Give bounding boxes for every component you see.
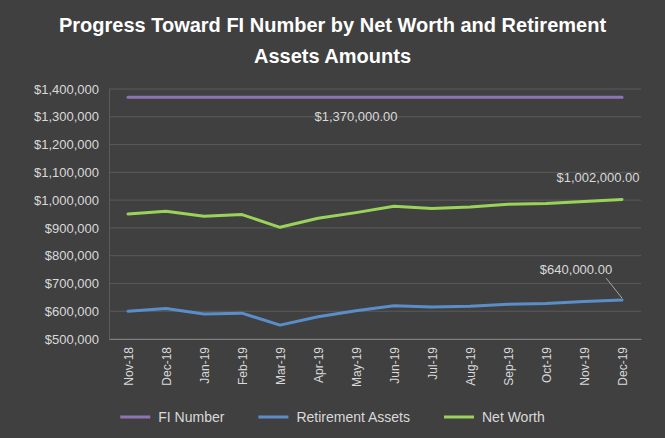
tick: May-19	[350, 339, 364, 387]
tick: Jul-19	[426, 339, 440, 380]
grid-line	[109, 89, 641, 90]
tick-label: Nov-18	[122, 347, 136, 386]
tick: $1,200,000	[34, 137, 109, 152]
axis-line	[109, 90, 110, 340]
tick: Nov-19	[578, 339, 592, 386]
legend-item: Retirement Assets	[258, 409, 410, 425]
tick: $700,000	[45, 276, 109, 291]
data-label: $640,000.00	[540, 262, 612, 277]
tick: $600,000	[45, 304, 109, 319]
tick-label: $1,100,000	[34, 165, 99, 180]
tick: $1,400,000	[34, 82, 109, 97]
tick: Mar-19	[274, 339, 288, 385]
tick: Apr-19	[312, 339, 326, 383]
plot-lines	[128, 97, 622, 325]
tick-label: $700,000	[45, 276, 99, 291]
tick: Feb-19	[236, 339, 250, 385]
tick-label: $900,000	[45, 221, 99, 236]
tick-label: $1,200,000	[34, 137, 99, 152]
tick-label: Apr-19	[312, 347, 326, 383]
grid	[109, 89, 641, 339]
tick: Sep-19	[502, 339, 516, 386]
legend-label: Retirement Assets	[296, 409, 410, 425]
tick: $1,000,000	[34, 193, 109, 208]
grid-line	[109, 339, 641, 340]
grid-line	[109, 255, 641, 256]
tick-label: Sep-19	[502, 347, 516, 386]
tick-label: Jan-19	[198, 347, 212, 384]
series-line	[128, 96, 622, 99]
tick: Nov-18	[122, 339, 136, 386]
data-label: $1,370,000.00	[314, 109, 397, 124]
tick-label: Mar-19	[274, 347, 288, 385]
tick-label: $500,000	[45, 332, 99, 347]
tick: Oct-19	[540, 339, 554, 383]
legend: FI Number Retirement Assets Net Worth	[120, 409, 545, 425]
data-labels: $1,370,000.00 $640,000.00 $1,002,000.00	[314, 109, 639, 298]
x-axis: Nov-18 Dec-18 Jan-19 Feb-19 Mar-19 Apr-19 May-…	[110, 339, 642, 387]
tick-label: $600,000	[45, 304, 99, 319]
tick-label: $1,400,000	[34, 82, 99, 97]
tick-label: Dec-18	[160, 347, 174, 386]
legend-item: FI Number	[120, 409, 224, 425]
tick-label: Nov-19	[578, 347, 592, 386]
legend-item: Net Worth	[444, 409, 545, 425]
chart-container: Progress Toward FI Number by Net Worth a…	[0, 0, 665, 438]
tick: Aug-19	[464, 339, 478, 386]
tick: $1,300,000	[34, 109, 109, 124]
tick-label: $1,000,000	[34, 193, 99, 208]
tick-label: May-19	[350, 347, 364, 387]
tick: Dec-19	[616, 339, 630, 386]
axis-line	[110, 339, 642, 340]
legend-swatch	[120, 416, 150, 419]
legend-label: Net Worth	[482, 409, 545, 425]
tick: Jun-19	[388, 339, 402, 384]
tick-label: Feb-19	[236, 347, 250, 385]
grid-line	[109, 283, 641, 284]
tick-label: Dec-19	[616, 347, 630, 386]
tick: Jan-19	[198, 339, 212, 384]
grid-line	[109, 144, 641, 145]
legend-swatch	[258, 416, 288, 419]
series-line	[128, 200, 622, 228]
tick-label: $800,000	[45, 248, 99, 263]
y-axis: $500,000 $600,000 $700,000 $800,000 $900,000…	[34, 82, 110, 347]
grid-line	[109, 227, 641, 228]
data-label: $1,002,000.00	[556, 170, 639, 185]
legend-label: FI Number	[158, 409, 224, 425]
tick-label: $1,300,000	[34, 109, 99, 124]
tick: $500,000	[45, 332, 109, 347]
leader-line	[606, 278, 622, 298]
title: Progress Toward FI Number by Net Worth a…	[59, 14, 606, 67]
tick-label: Jul-19	[426, 347, 440, 380]
series-line	[128, 300, 622, 325]
tick: Dec-18	[160, 339, 174, 386]
tick: $1,100,000	[34, 165, 109, 180]
tick-label: Jun-19	[388, 347, 402, 384]
background	[0, 0, 665, 438]
grid-line	[109, 200, 641, 201]
legend-swatch	[444, 416, 474, 419]
tick-label: Oct-19	[540, 347, 554, 383]
tick: $900,000	[45, 221, 109, 236]
chart-svg: Progress Toward FI Number by Net Worth a…	[0, 0, 665, 438]
tick-label: Aug-19	[464, 347, 478, 386]
tick: $800,000	[45, 248, 109, 263]
